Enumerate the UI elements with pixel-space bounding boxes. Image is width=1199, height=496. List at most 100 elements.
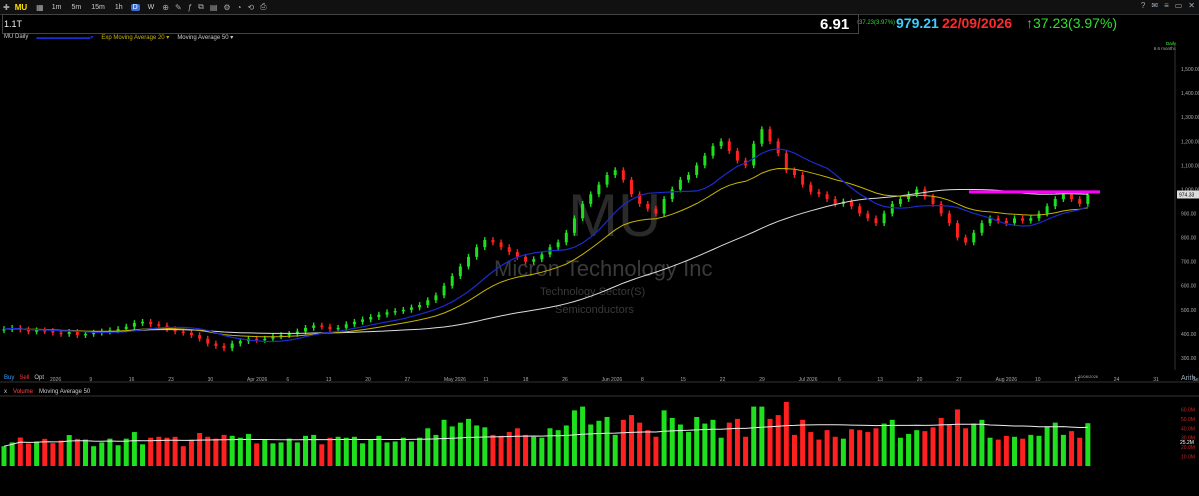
candle-body <box>198 335 202 339</box>
volume-bar <box>563 425 569 466</box>
volume-bar <box>767 418 773 466</box>
volume-bar <box>221 434 227 466</box>
date-tick-label: 26 <box>562 377 568 383</box>
volume-bar <box>979 419 985 466</box>
price-tick-label: 600.00 <box>1181 284 1197 290</box>
volume-bar <box>849 429 855 466</box>
volume-bar <box>115 445 121 466</box>
ma50-legend[interactable]: Moving Average 50 ▾ <box>177 35 234 41</box>
add-icon[interactable]: ✚ <box>3 2 10 12</box>
date-tick-label: 27 <box>405 377 411 383</box>
price-change: ↑37.23(3.97%) <box>1026 15 1118 31</box>
volume-bar <box>205 436 211 466</box>
chart-type-icon[interactable]: ▦ <box>36 2 44 12</box>
buy-button[interactable]: Buy <box>4 375 15 381</box>
candle-body <box>369 317 373 320</box>
candle-body <box>564 232 568 243</box>
close-icon[interactable]: ✕ <box>1188 1 1195 10</box>
volume-bar <box>808 432 814 466</box>
sell-button[interactable]: Sell <box>19 375 30 381</box>
candle-body <box>947 213 951 224</box>
volume-bar <box>237 437 243 466</box>
date-tick-label: 6 <box>838 377 841 383</box>
candle-body <box>621 170 625 180</box>
options-button[interactable]: Opt <box>34 375 45 381</box>
market-cap: 1.1T <box>4 19 23 29</box>
volume-bar <box>889 419 895 466</box>
symbol-input[interactable]: MU <box>14 2 28 12</box>
candle-body <box>124 326 128 330</box>
ema-legend[interactable]: Exp Moving Average 20 ▾ <box>101 35 170 41</box>
volume-bar <box>906 433 912 466</box>
date-tick-label: 8 <box>641 377 644 383</box>
volume-bar <box>1077 437 1083 466</box>
volume-bar <box>303 435 309 466</box>
candle-body <box>287 333 291 336</box>
volume-bar <box>881 423 887 466</box>
volume-bar <box>922 431 928 466</box>
volume-bar <box>107 438 113 466</box>
timeframe-daily[interactable]: D <box>130 3 140 11</box>
zoom-icon[interactable]: ⊕ <box>162 2 169 12</box>
volume-bar <box>832 436 838 466</box>
volume-bar <box>523 434 529 466</box>
layout-icon[interactable]: ▤ <box>209 2 218 12</box>
volume-bar <box>229 435 235 466</box>
candle-body <box>581 203 585 219</box>
candle-body <box>1053 199 1057 207</box>
volume-bar <box>490 434 496 466</box>
close-volume-icon[interactable]: x <box>4 389 7 395</box>
scale-toggle[interactable]: Arith <box>1181 375 1196 382</box>
draw-icon[interactable]: ✎ <box>174 2 182 12</box>
compare-icon[interactable]: ⧉ <box>198 2 204 11</box>
volume-label[interactable]: Volume <box>13 389 34 395</box>
candle-body <box>931 196 935 204</box>
candle-body <box>768 129 772 142</box>
candle-body <box>890 203 894 214</box>
candle-body <box>304 327 308 332</box>
date-tick-label: 29 <box>759 377 765 383</box>
volume-bar <box>50 443 56 466</box>
candle-body <box>450 276 454 286</box>
candle-body <box>735 150 739 161</box>
timeframe-weekly[interactable]: W <box>147 3 155 11</box>
timeframe-15m[interactable]: 15m <box>91 3 105 11</box>
timeframe-1m[interactable]: 1m <box>51 3 62 11</box>
studies-icon[interactable]: ƒ <box>187 2 193 12</box>
blue-ma-legend[interactable]: ▬▬▬▬▬▬▬▬▬▾ <box>36 35 94 41</box>
candle-body <box>613 170 617 175</box>
volume-bar <box>278 442 284 466</box>
volume-bar <box>946 424 952 466</box>
date-axis: 2026 9 16 23 30 Apr 2026 6 13 20 27 May 2026 11 18 26… <box>50 374 1199 383</box>
volume-tick-label: 20.0M <box>1181 445 1195 451</box>
candle-body <box>377 314 381 318</box>
volume-bar <box>74 438 80 466</box>
menu-icon[interactable]: ≡ <box>1164 1 1169 10</box>
timeframe-5m[interactable]: 5m <box>71 3 82 11</box>
chart-title[interactable]: MU Daily <box>4 34 29 40</box>
volume-bar <box>351 436 357 466</box>
volume-bar <box>123 438 129 466</box>
volume-bar <box>571 410 577 466</box>
date-tick-label: 23 <box>168 377 174 383</box>
candle-body <box>572 218 576 233</box>
volume-ma-label[interactable]: Moving Average 50 <box>39 389 91 395</box>
print-icon[interactable]: ⎙ <box>260 2 267 11</box>
volume-bar <box>954 409 960 466</box>
timeframe-1h[interactable]: 1h <box>114 3 123 11</box>
candle-body <box>882 213 886 224</box>
date-tick-label: 10 <box>1035 377 1041 383</box>
volume-tick-label: 50.0M <box>1181 417 1195 423</box>
minimize-icon[interactable]: ▭ <box>1174 1 1183 10</box>
settings-icon[interactable]: ⚙ <box>223 2 231 12</box>
date-tick-label: Jul 2026 <box>799 377 818 383</box>
candle-body <box>26 329 30 332</box>
help-icon[interactable]: ? <box>1140 1 1146 10</box>
volume-bar <box>751 406 757 466</box>
notes-icon[interactable]: ✉ <box>1151 1 1159 10</box>
alert-icon[interactable]: ◔ <box>236 2 242 12</box>
candle-body <box>817 191 821 195</box>
volume-bar <box>156 436 162 466</box>
link-icon[interactable]: ⟲ <box>247 2 255 12</box>
